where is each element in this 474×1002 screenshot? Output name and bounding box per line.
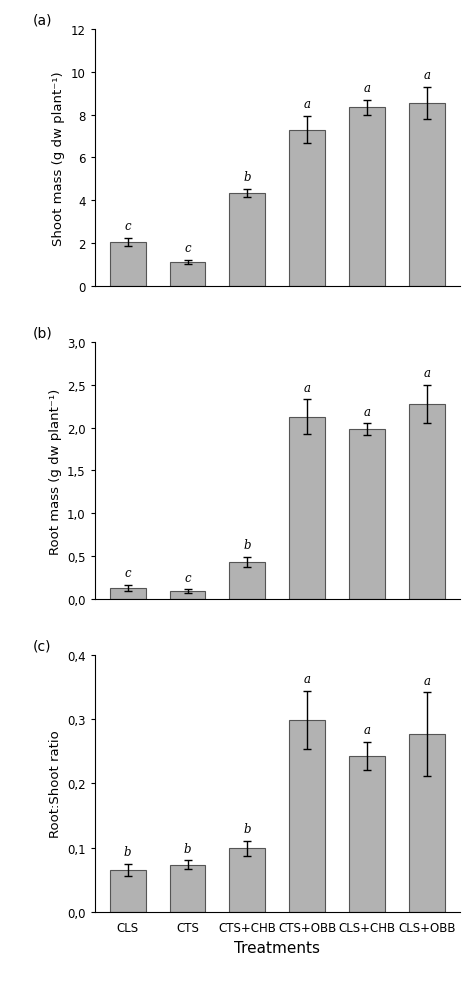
- Y-axis label: Root mass (g dw plant⁻¹): Root mass (g dw plant⁻¹): [49, 388, 62, 554]
- Text: a: a: [304, 98, 310, 111]
- Text: a: a: [364, 406, 371, 418]
- Bar: [229, 193, 265, 287]
- Text: a: a: [364, 723, 371, 736]
- Text: c: c: [124, 220, 131, 233]
- Bar: [289, 130, 325, 287]
- Text: b: b: [184, 842, 191, 855]
- Bar: [170, 865, 206, 912]
- Text: b: b: [244, 171, 251, 184]
- Y-axis label: Shoot mass (g dw plant⁻¹): Shoot mass (g dw plant⁻¹): [52, 71, 65, 245]
- Bar: [409, 404, 445, 599]
- Text: b: b: [244, 539, 251, 551]
- Text: b: b: [244, 822, 251, 835]
- Text: b: b: [124, 845, 131, 858]
- Bar: [170, 591, 206, 599]
- Text: (b): (b): [33, 327, 53, 341]
- Bar: [349, 430, 385, 599]
- Bar: [110, 588, 146, 599]
- Bar: [229, 849, 265, 912]
- Y-axis label: Root:Shoot ratio: Root:Shoot ratio: [49, 729, 62, 838]
- Text: (a): (a): [33, 13, 52, 27]
- Text: (c): (c): [33, 639, 51, 653]
- Bar: [110, 870, 146, 912]
- Text: a: a: [423, 367, 430, 380]
- Bar: [349, 757, 385, 912]
- Bar: [409, 734, 445, 912]
- Text: a: a: [304, 382, 310, 395]
- Bar: [170, 263, 206, 287]
- X-axis label: Treatments: Treatments: [234, 940, 320, 955]
- Text: a: a: [423, 674, 430, 687]
- Bar: [229, 562, 265, 599]
- Bar: [110, 242, 146, 287]
- Bar: [409, 104, 445, 287]
- Text: c: c: [184, 242, 191, 256]
- Text: c: c: [124, 566, 131, 579]
- Text: a: a: [423, 69, 430, 82]
- Text: a: a: [364, 82, 371, 95]
- Bar: [289, 417, 325, 599]
- Text: c: c: [184, 571, 191, 584]
- Bar: [349, 108, 385, 287]
- Bar: [289, 720, 325, 912]
- Text: a: a: [304, 672, 310, 685]
